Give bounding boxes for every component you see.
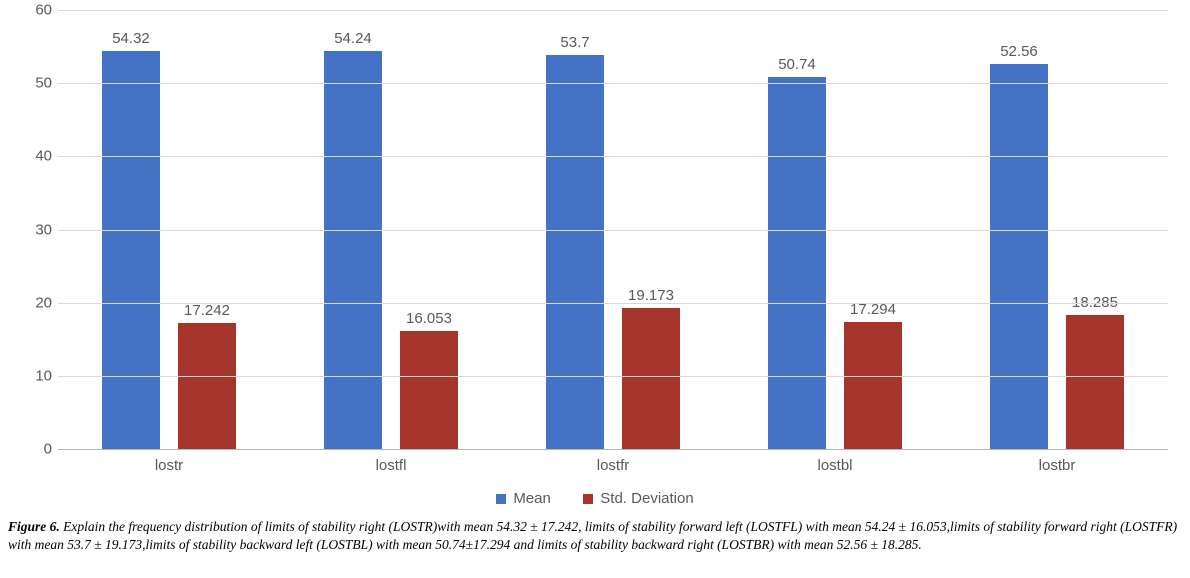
legend-item-mean: Mean [496,490,551,507]
gridline [58,303,1168,304]
x-tick-label: lostfr [597,457,630,474]
bar-std [400,331,458,449]
y-tick-label: 60 [18,2,52,19]
legend-swatch-std [583,494,593,504]
chart-container: 54.3217.242lostr54.2416.053lostfl53.719.… [0,0,1190,578]
figure-caption: Figure 6. Explain the frequency distribu… [8,518,1182,554]
y-tick-label: 30 [18,221,52,238]
bar-mean [324,51,382,449]
value-label-mean: 53.7 [515,34,635,51]
value-label-std: 17.294 [813,301,933,318]
bar-mean [990,64,1048,449]
y-tick-label: 10 [18,367,52,384]
bar-mean [768,77,826,449]
value-label-mean: 54.24 [293,30,413,47]
value-label-std: 16.053 [369,310,489,327]
x-tick-label: lostr [155,457,183,474]
bar-std [178,323,236,449]
value-label-mean: 54.32 [71,30,191,47]
bar-std [844,322,902,449]
caption-figure-label: Figure 6. [8,519,60,534]
gridline [58,156,1168,157]
plot-area: 54.3217.242lostr54.2416.053lostfl53.719.… [58,10,1168,450]
y-tick-label: 40 [18,148,52,165]
bar-mean [546,55,604,449]
legend-label: Mean [513,490,551,507]
bar-std [622,308,680,449]
y-tick-label: 0 [18,441,52,458]
gridline [58,10,1168,11]
value-label-std: 17.242 [147,302,267,319]
y-tick-label: 20 [18,294,52,311]
legend-swatch-mean [496,494,506,504]
value-label-mean: 50.74 [737,56,857,73]
caption-text: Explain the frequency distribution of li… [8,519,1177,552]
legend: Mean Std. Deviation [0,490,1190,509]
bar-mean [102,51,160,449]
y-tick-label: 50 [18,75,52,92]
x-tick-label: lostfl [376,457,407,474]
legend-label: Std. Deviation [600,490,693,507]
gridline [58,376,1168,377]
legend-item-std: Std. Deviation [583,490,693,507]
bar-std [1066,315,1124,449]
x-tick-label: lostbl [817,457,852,474]
x-tick-label: lostbr [1039,457,1076,474]
value-label-mean: 52.56 [959,43,1079,60]
gridline [58,230,1168,231]
gridline [58,83,1168,84]
